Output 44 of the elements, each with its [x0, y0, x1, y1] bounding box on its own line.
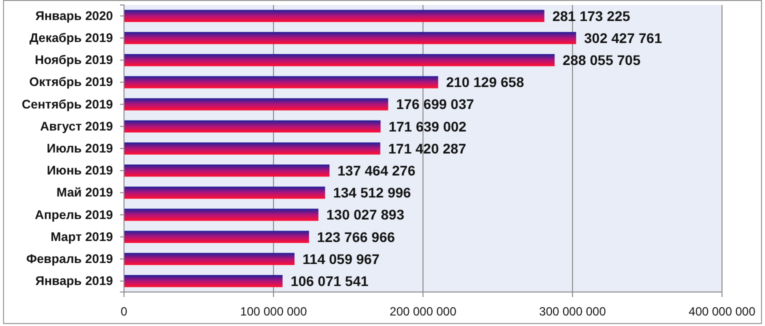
bar	[124, 76, 438, 88]
bar	[124, 142, 380, 155]
bar	[124, 208, 318, 221]
data-label: 106 071 541	[290, 272, 369, 289]
data-label: 176 699 037	[396, 96, 474, 112]
x-tick-label: 0	[120, 304, 128, 319]
y-tick-label: Март 2019	[50, 230, 114, 244]
bar	[124, 98, 388, 110]
data-label: 130 027 893	[326, 206, 404, 223]
y-tick-label: Октябрь 2019	[29, 75, 114, 90]
data-label: 114 059 967	[302, 250, 380, 267]
y-tick-label: Январь 2020	[35, 8, 114, 23]
data-label: 123 766 966	[317, 228, 396, 245]
data-label: 171 639 002	[388, 118, 467, 134]
y-tick-label: Февраль 2019	[26, 252, 114, 266]
data-label: 288 055 705	[562, 52, 641, 68]
y-tick-label: Май 2019	[56, 186, 114, 200]
bar	[124, 252, 295, 266]
data-label: 281 173 225	[552, 8, 630, 24]
x-tick-label: 300 000 000	[539, 304, 606, 319]
y-tick-label: Декабрь 2019	[29, 31, 114, 46]
y-tick-label: Сентябрь 2019	[22, 97, 114, 112]
y-tick-label: Январь 2019	[35, 274, 114, 288]
y-tick-label: Ноябрь 2019	[34, 53, 114, 68]
data-label: 137 464 276	[338, 162, 416, 178]
bar	[124, 10, 544, 22]
data-label: 302 427 761	[584, 30, 662, 46]
bar	[124, 32, 576, 44]
x-tick-label: 200 000 000	[390, 304, 457, 319]
data-label: 210 129 658	[446, 74, 524, 90]
bar	[124, 164, 330, 177]
bar	[124, 120, 381, 132]
data-label: 134 512 996	[333, 184, 412, 201]
y-tick-label: Июль 2019	[46, 142, 114, 156]
bar	[124, 54, 555, 66]
y-tick-label: Август 2019	[40, 119, 114, 134]
y-tick-label: Июнь 2019	[46, 164, 114, 178]
bar	[124, 186, 326, 199]
bar	[124, 274, 283, 288]
x-tick-label: 400 000 000	[688, 304, 756, 319]
y-tick-label: Апрель 2019	[34, 208, 114, 222]
data-label: 171 420 287	[388, 140, 466, 156]
x-tick-label: 100 000 000	[240, 304, 308, 319]
bar	[124, 230, 310, 243]
